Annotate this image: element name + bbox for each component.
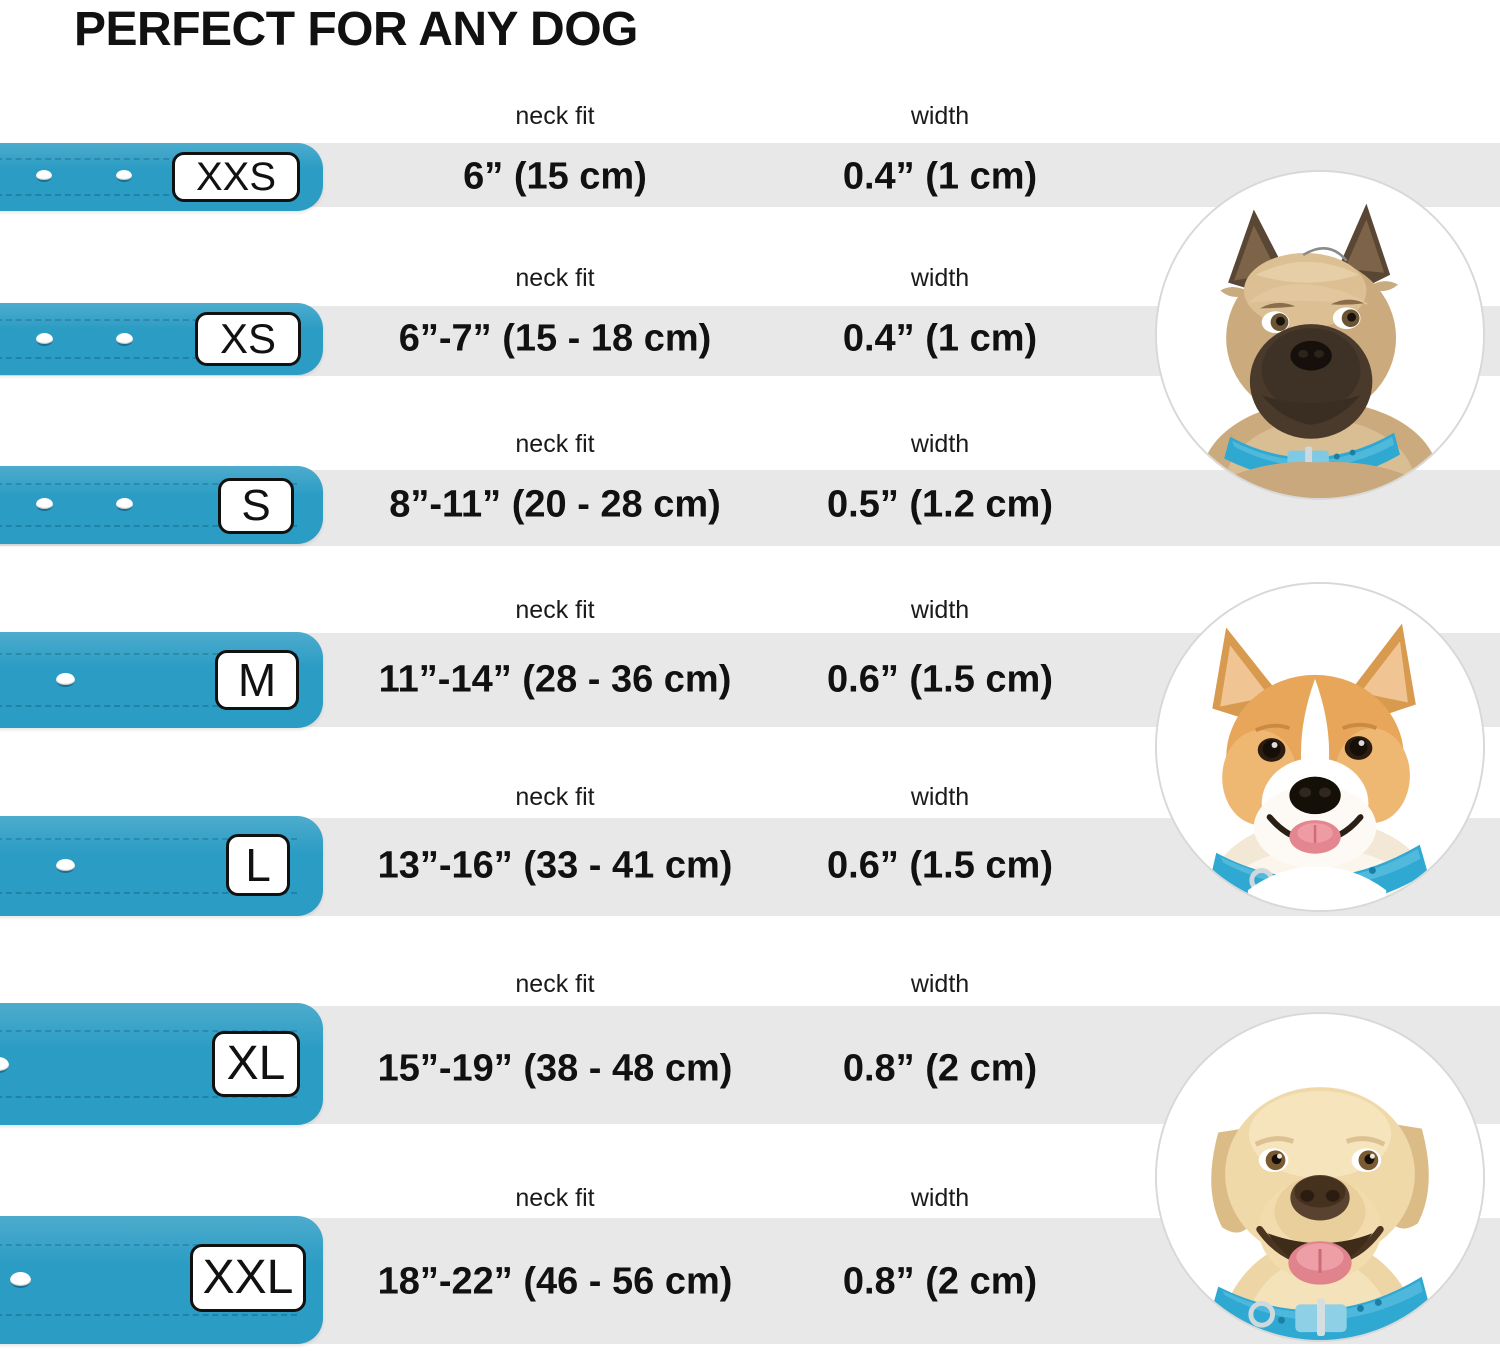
- collar-hole: [0, 1057, 9, 1073]
- neck-fit-value-xxl: 18”-22” (46 - 56 cm): [377, 1260, 733, 1303]
- size-badge-xxs: XXS: [172, 152, 300, 202]
- size-badge-s: S: [218, 478, 294, 534]
- col-header-width-xl: width: [910, 970, 970, 998]
- dog-photo-cairn-terrier: [1155, 170, 1485, 500]
- collar-hole: [116, 498, 133, 511]
- dog-photo-labrador: [1155, 1012, 1485, 1342]
- dog-photo-corgi: [1155, 582, 1485, 912]
- size-badge-xl: XL: [212, 1031, 300, 1097]
- collar-hole: [56, 673, 75, 687]
- neck-fit-value-xs: 6”-7” (15 - 18 cm): [398, 317, 712, 360]
- neck-fit-value-s: 8”-11” (20 - 28 cm): [389, 483, 721, 526]
- collar-hole: [10, 1272, 31, 1288]
- neck-fit-value-xl: 15”-19” (38 - 48 cm): [377, 1047, 733, 1090]
- collar-hole: [36, 498, 53, 511]
- col-header-neck-fit-xxl: neck fit: [515, 1184, 595, 1212]
- col-header-neck-fit-xxs: neck fit: [515, 102, 595, 130]
- collar-hole: [36, 170, 52, 182]
- width-value-s: 0.5” (1.2 cm): [827, 483, 1053, 526]
- width-value-xxl: 0.8” (2 cm): [842, 1260, 1038, 1303]
- col-header-width-s: width: [910, 430, 970, 458]
- neck-fit-value-xxs: 6” (15 cm): [463, 155, 647, 198]
- col-header-width-m: width: [910, 596, 970, 624]
- col-header-width-xxl: width: [910, 1184, 970, 1212]
- collar-hole: [56, 859, 75, 873]
- col-header-width-xxs: width: [910, 102, 970, 130]
- col-header-width-l: width: [910, 783, 970, 811]
- size-badge-m: M: [215, 650, 299, 710]
- width-value-xs: 0.4” (1 cm): [842, 317, 1038, 360]
- col-header-neck-fit-xs: neck fit: [515, 264, 595, 292]
- size-badge-l: L: [226, 834, 290, 896]
- width-value-m: 0.6” (1.5 cm): [827, 658, 1053, 701]
- neck-fit-value-m: 11”-14” (28 - 36 cm): [378, 658, 732, 701]
- width-value-l: 0.6” (1.5 cm): [827, 844, 1053, 887]
- col-header-width-xs: width: [910, 264, 970, 292]
- page-title: PERFECT FOR ANY DOG: [74, 3, 638, 56]
- col-header-neck-fit-xl: neck fit: [515, 970, 595, 998]
- col-header-neck-fit-l: neck fit: [515, 783, 595, 811]
- collar-hole: [36, 333, 53, 346]
- width-value-xxs: 0.4” (1 cm): [842, 155, 1038, 198]
- size-badge-xs: XS: [195, 312, 301, 366]
- size-badge-xxl: XXL: [190, 1244, 306, 1312]
- width-value-xl: 0.8” (2 cm): [842, 1047, 1038, 1090]
- collar-hole: [116, 333, 133, 346]
- col-header-neck-fit-s: neck fit: [515, 430, 595, 458]
- collar-hole: [116, 170, 132, 182]
- col-header-neck-fit-m: neck fit: [515, 596, 595, 624]
- neck-fit-value-l: 13”-16” (33 - 41 cm): [377, 844, 733, 887]
